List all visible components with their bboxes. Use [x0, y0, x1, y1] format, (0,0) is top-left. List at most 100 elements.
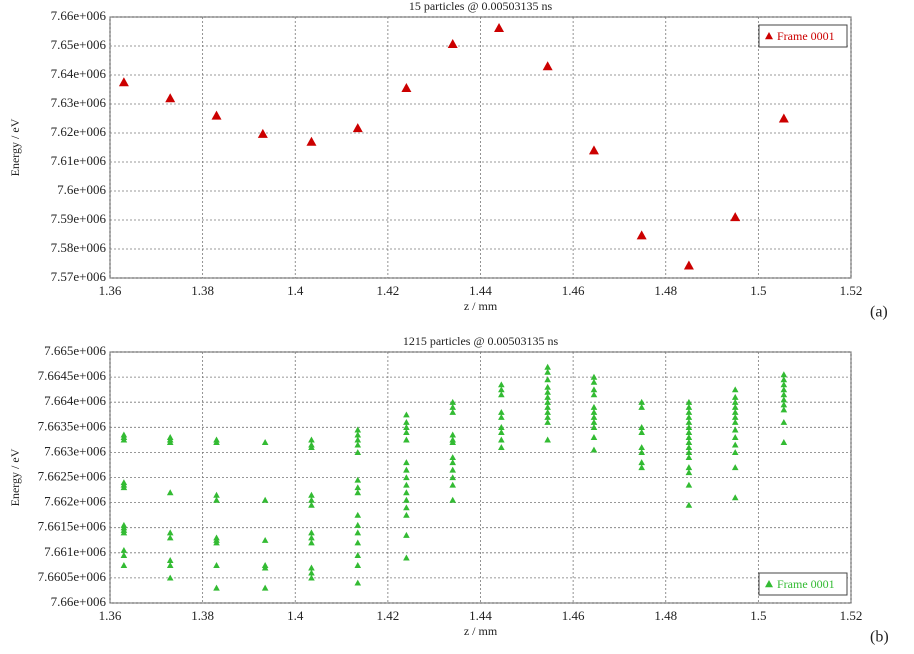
- point: [166, 439, 174, 445]
- point: [636, 230, 647, 240]
- point: [544, 388, 551, 395]
- x-tick-label: 1.52: [840, 283, 863, 298]
- point: [354, 579, 362, 586]
- y-tick-label: 7.6605e+006: [38, 569, 107, 584]
- point: [354, 539, 362, 546]
- x-tick-label: 1.38: [191, 608, 214, 623]
- y-tick-label: 7.61e+006: [51, 153, 107, 168]
- point: [120, 529, 128, 536]
- x-tick-label: 1.42: [377, 608, 400, 623]
- point: [638, 429, 645, 435]
- y-axis-label: Energy / eV: [8, 448, 22, 506]
- y-tick-label: 7.6e+006: [57, 182, 106, 197]
- point: [498, 391, 505, 398]
- point: [590, 386, 598, 393]
- point: [118, 77, 129, 87]
- point: [261, 564, 269, 571]
- point: [449, 466, 457, 473]
- panel-label: (a): [870, 304, 888, 321]
- x-tick-label: 1.46: [562, 283, 585, 298]
- point: [494, 23, 505, 33]
- point: [354, 441, 362, 448]
- x-tick-label: 1.46: [562, 608, 585, 623]
- point: [498, 381, 505, 388]
- y-tick-label: 7.64e+006: [51, 66, 107, 81]
- point: [166, 574, 174, 581]
- point: [308, 491, 315, 498]
- point: [403, 466, 410, 473]
- point: [403, 436, 410, 443]
- point: [449, 403, 457, 410]
- y-tick-label: 7.66e+006: [51, 8, 107, 23]
- legend-box: [758, 572, 848, 596]
- point: [498, 386, 505, 393]
- point: [449, 481, 457, 488]
- point: [685, 444, 693, 451]
- point: [590, 413, 598, 420]
- legend-marker: [765, 32, 773, 40]
- x-tick-label: 1.5: [750, 283, 766, 298]
- point: [449, 408, 457, 415]
- point: [590, 403, 598, 410]
- point: [211, 110, 222, 120]
- point: [638, 449, 645, 456]
- point: [590, 378, 598, 385]
- point: [449, 454, 457, 461]
- y-tick-label: 7.59e+006: [51, 211, 107, 226]
- point: [403, 531, 410, 538]
- y-tick-label: 7.664e+006: [44, 393, 106, 408]
- point: [213, 496, 220, 503]
- point: [731, 398, 739, 405]
- point: [731, 403, 739, 410]
- point: [638, 464, 645, 471]
- point: [449, 439, 457, 445]
- point: [403, 411, 410, 418]
- point: [120, 552, 128, 558]
- x-tick-label: 1.42: [377, 283, 400, 298]
- x-tick-label: 1.36: [99, 283, 122, 298]
- x-tick-label: 1.44: [469, 283, 492, 298]
- point: [449, 496, 457, 503]
- point: [590, 424, 598, 430]
- legend-label: Frame 0001: [777, 577, 835, 591]
- point: [308, 539, 315, 546]
- y-tick-label: 7.63e+006: [51, 95, 107, 110]
- point: [683, 260, 694, 270]
- point: [780, 371, 788, 378]
- point: [590, 446, 598, 453]
- point: [638, 424, 645, 430]
- point: [354, 426, 362, 433]
- point: [120, 484, 128, 491]
- point: [352, 123, 363, 133]
- point: [257, 128, 268, 138]
- point: [498, 436, 505, 443]
- point: [638, 398, 645, 405]
- point: [403, 459, 410, 466]
- y-tick-label: 7.57e+006: [51, 269, 107, 284]
- x-tick-label: 1.38: [191, 283, 214, 298]
- y-tick-label: 7.62e+006: [51, 124, 107, 139]
- point: [685, 501, 693, 508]
- y-axis-label: Energy / eV: [8, 118, 22, 176]
- point: [354, 529, 362, 536]
- point: [731, 441, 739, 448]
- point: [354, 489, 362, 496]
- y-tick-label: 7.6625e+006: [38, 468, 107, 483]
- point: [166, 562, 174, 568]
- point: [731, 426, 739, 433]
- point: [261, 584, 269, 591]
- point: [166, 489, 174, 496]
- point: [449, 431, 457, 438]
- panel-label: (b): [870, 629, 889, 646]
- y-tick-label: 7.663e+006: [44, 443, 106, 458]
- chart-title: 15 particles @ 0.00503135 ns: [409, 0, 553, 13]
- point: [354, 476, 362, 483]
- point: [354, 511, 362, 518]
- point: [449, 474, 457, 481]
- chart-title: 1215 particles @ 0.00503135 ns: [403, 334, 559, 348]
- point: [498, 444, 505, 451]
- point: [685, 481, 693, 488]
- point: [403, 554, 410, 561]
- point: [403, 424, 410, 430]
- point: [403, 504, 410, 511]
